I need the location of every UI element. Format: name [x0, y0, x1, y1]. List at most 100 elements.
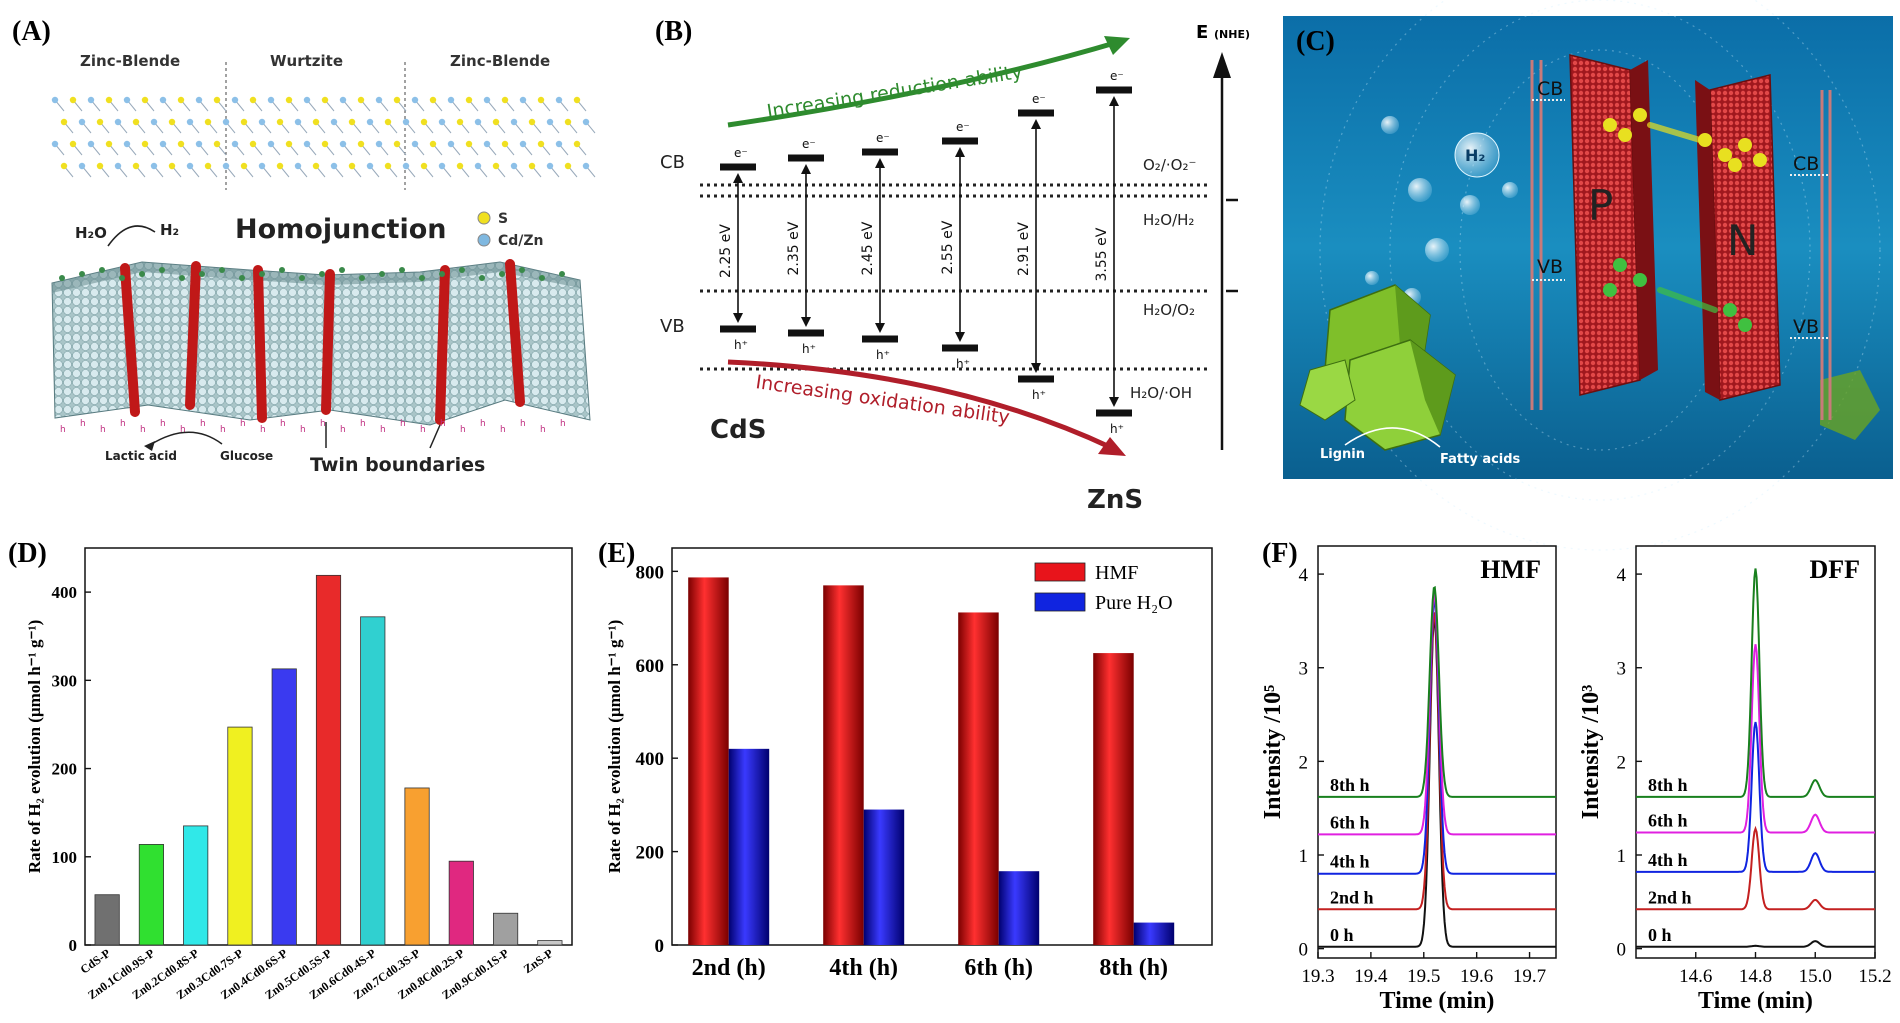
lattice-atom: [546, 118, 554, 126]
gap-arrowhead: [733, 173, 743, 183]
lattice-atom: [420, 162, 428, 170]
lattice-atom: [303, 140, 311, 148]
x-tick-label: 6th (h): [964, 955, 1033, 981]
lattice-atom: [456, 162, 464, 170]
bar: [271, 668, 297, 946]
lattice-atom: [294, 118, 302, 126]
series-label: 0 h: [1330, 925, 1354, 945]
twin-boundary: [505, 259, 525, 407]
lattice-atom: [96, 162, 104, 170]
hole-label: h: [100, 425, 106, 435]
series-label: 6th h: [1648, 811, 1688, 831]
hole-label: h: [320, 419, 326, 429]
p-cb-label: CB: [1537, 78, 1563, 100]
hole-label: h: [120, 419, 126, 429]
lattice-atom: [348, 162, 356, 170]
lattice-atom: [267, 96, 275, 104]
energy-axis-unit: (NHE): [1214, 28, 1250, 41]
series-label: 6th h: [1330, 812, 1370, 832]
lattice-atom: [204, 118, 212, 126]
lattice-atom: [420, 118, 428, 126]
lattice-atom: [321, 96, 329, 104]
n-vb-label: VB: [1793, 316, 1819, 338]
hole-label: h: [500, 425, 506, 435]
oxidation-arrowhead: [1098, 437, 1126, 456]
panel-b: (B) E (NHE) O₂/·O₂⁻ H₂O/H₂ H₂O/O₂ H₂O/·O…: [655, 16, 1250, 515]
y-axis-label: Intensity /10³: [1578, 685, 1604, 820]
redox-o2-label: O₂/·O₂⁻: [1143, 156, 1196, 174]
lattice-atom: [186, 118, 194, 126]
bar: [183, 825, 209, 946]
surface-molecule: [299, 275, 305, 281]
bar: [998, 871, 1040, 945]
lattice-atom: [402, 118, 410, 126]
lattice-atom: [276, 118, 284, 126]
lattice-atom: [123, 140, 131, 148]
lattice-atom: [60, 162, 68, 170]
charge-carriers: [1603, 108, 1767, 332]
lattice-atom: [204, 162, 212, 170]
lattice-atom: [519, 96, 527, 104]
legend-label: Pure H₂O: [1095, 592, 1173, 614]
lattice-atom: [330, 118, 338, 126]
lattice-atom: [411, 96, 419, 104]
gap-arrowhead: [1109, 397, 1119, 407]
x-tick-label: 15.2: [1858, 966, 1891, 987]
electron-label: e⁻: [734, 146, 748, 160]
lattice-atom: [474, 118, 482, 126]
lattice-atom: [96, 118, 104, 126]
gap-arrowhead: [1109, 96, 1119, 106]
lattice-atom: [87, 140, 95, 148]
lattice-atom: [492, 118, 500, 126]
lattice-atom: [312, 118, 320, 126]
bar: [315, 574, 342, 946]
lattice-atom: [87, 96, 95, 104]
phase-label-zinc-blende-left: Zinc-Blende: [80, 52, 180, 70]
lattice-atom: [195, 140, 203, 148]
lattice-atom: [375, 96, 383, 104]
lattice-atom: [555, 96, 563, 104]
surface-molecule: [179, 275, 185, 281]
hole-label: h: [420, 425, 426, 435]
lattice-atom: [429, 140, 437, 148]
hole-label: h: [540, 425, 546, 435]
lattice-atom: [285, 140, 293, 148]
glucose-label: Glucose: [220, 449, 273, 463]
lattice-atom: [114, 118, 122, 126]
p-slab-side: [1630, 60, 1658, 380]
twin-boundary: [185, 261, 201, 410]
surface-molecule: [519, 267, 525, 273]
lignin-label: Lignin: [1320, 447, 1365, 462]
lattice-atom: [555, 140, 563, 148]
y-tick-label: 3: [1617, 659, 1627, 680]
panel-a-label: (A): [12, 16, 51, 47]
panel-b-label: (B): [655, 16, 692, 47]
lattice-atom: [69, 140, 77, 148]
y-axis-label: Rate of H₂ evolution (μmol h⁻¹ g⁻¹): [605, 620, 624, 873]
surface-molecule: [139, 271, 145, 277]
hole-label: h: [160, 419, 166, 429]
hole-label: h: [220, 425, 226, 435]
gap-arrowhead: [1031, 119, 1041, 129]
lattice-atom: [528, 162, 536, 170]
bar: [227, 726, 253, 946]
hole-label: h⁺: [734, 338, 748, 352]
twin-boundary: [321, 269, 335, 415]
band-gap-label: 2.55 eV: [940, 220, 956, 274]
y-tick-label: 0: [655, 936, 665, 957]
lattice-atom: [132, 118, 140, 126]
hole-label: h: [340, 425, 346, 435]
hole-label: h⁺: [1110, 422, 1124, 436]
lattice-atom: [177, 140, 185, 148]
redox-h2-label: H₂O/H₂: [1143, 211, 1194, 229]
lattice-atom: [159, 140, 167, 148]
hole-label: h: [480, 419, 486, 429]
reduction-arrowhead: [1104, 36, 1130, 55]
lattice-atom: [537, 96, 545, 104]
lattice-atom: [303, 96, 311, 104]
bar: [1093, 653, 1134, 945]
cb-label: CB: [660, 152, 685, 173]
hole-label: h: [180, 425, 186, 435]
hole-label: h⁺: [956, 357, 970, 371]
